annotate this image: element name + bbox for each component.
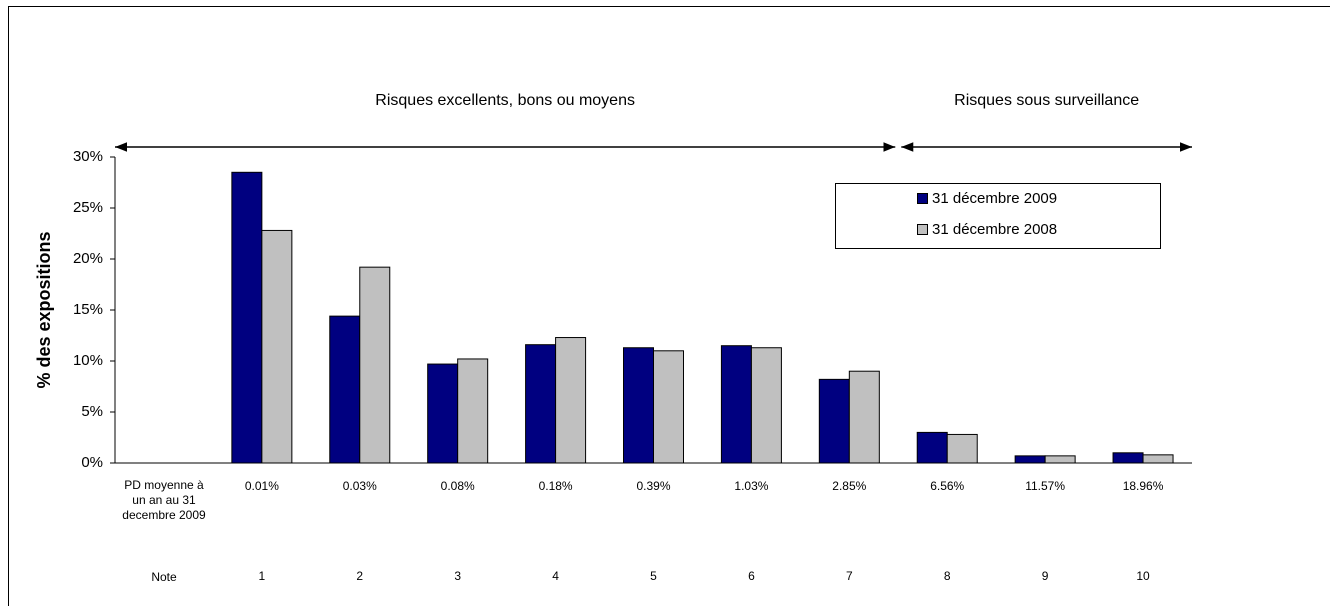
bar: [261, 229, 293, 464]
bar: [555, 337, 587, 464]
y-tick-label: 5%: [81, 403, 103, 420]
bar: [1112, 452, 1144, 464]
bar: [818, 378, 850, 464]
row-label: Note: [151, 570, 177, 584]
x-tick-label: 1: [259, 569, 266, 583]
y-tick-label: 10%: [73, 352, 103, 369]
y-tick-label: 30%: [73, 148, 103, 165]
bar: [525, 344, 557, 464]
bar: [653, 350, 684, 464]
bar: [427, 363, 459, 464]
bar: [231, 171, 263, 464]
x-tick-label: 10: [1136, 569, 1150, 583]
x-tick-label: 7: [846, 569, 853, 583]
x-tick-label: 8: [944, 569, 951, 583]
y-tick-label: 15%: [73, 301, 103, 318]
x-tick-label: 9: [1042, 569, 1049, 583]
y-axis-label: % des expositions: [34, 231, 54, 388]
legend-label: 31 décembre 2008: [932, 221, 1057, 238]
x-tick-label: 2.85%: [832, 479, 866, 493]
bar: [946, 433, 978, 464]
bar: [457, 358, 489, 464]
y-tick-label: 0%: [81, 454, 103, 471]
bar: [750, 347, 782, 464]
legend-swatch: [917, 224, 928, 235]
bar: [1142, 454, 1174, 464]
bar: [720, 345, 752, 464]
x-tick-label: 0.18%: [539, 479, 573, 493]
bar: [848, 370, 880, 464]
bar: [916, 431, 948, 464]
bar: [1044, 455, 1076, 464]
legend-box: [835, 183, 1161, 249]
row-label: PD moyenne à un an au 31 decembre 2009: [122, 478, 206, 522]
frame: [8, 6, 1330, 606]
x-tick-label: 4: [552, 569, 559, 583]
legend-swatch: [917, 193, 928, 204]
bar: [359, 266, 391, 464]
bar: [623, 347, 654, 464]
x-tick-label: 3: [454, 569, 461, 583]
x-tick-label: 6: [748, 569, 755, 583]
x-tick-label: 1.03%: [734, 479, 768, 493]
annotation: Risques sous surveillance: [954, 92, 1139, 109]
y-tick-label: 20%: [73, 250, 103, 267]
x-tick-label: 11.57%: [1025, 479, 1065, 493]
y-tick-label: 25%: [73, 199, 103, 216]
x-tick-label: 6.56%: [930, 479, 964, 493]
x-tick-label: 0.01%: [245, 479, 279, 493]
bar: [329, 315, 361, 464]
x-tick-label: 18.96%: [1123, 479, 1164, 493]
x-tick-label: 0.08%: [441, 479, 475, 493]
annotation: Risques excellents, bons ou moyens: [375, 92, 635, 109]
x-tick-label: 0.03%: [343, 479, 377, 493]
x-tick-label: 0.39%: [636, 479, 670, 493]
x-tick-label: 5: [650, 569, 657, 583]
bar: [1014, 455, 1046, 464]
x-tick-label: 2: [356, 569, 363, 583]
legend-label: 31 décembre 2009: [932, 190, 1057, 207]
